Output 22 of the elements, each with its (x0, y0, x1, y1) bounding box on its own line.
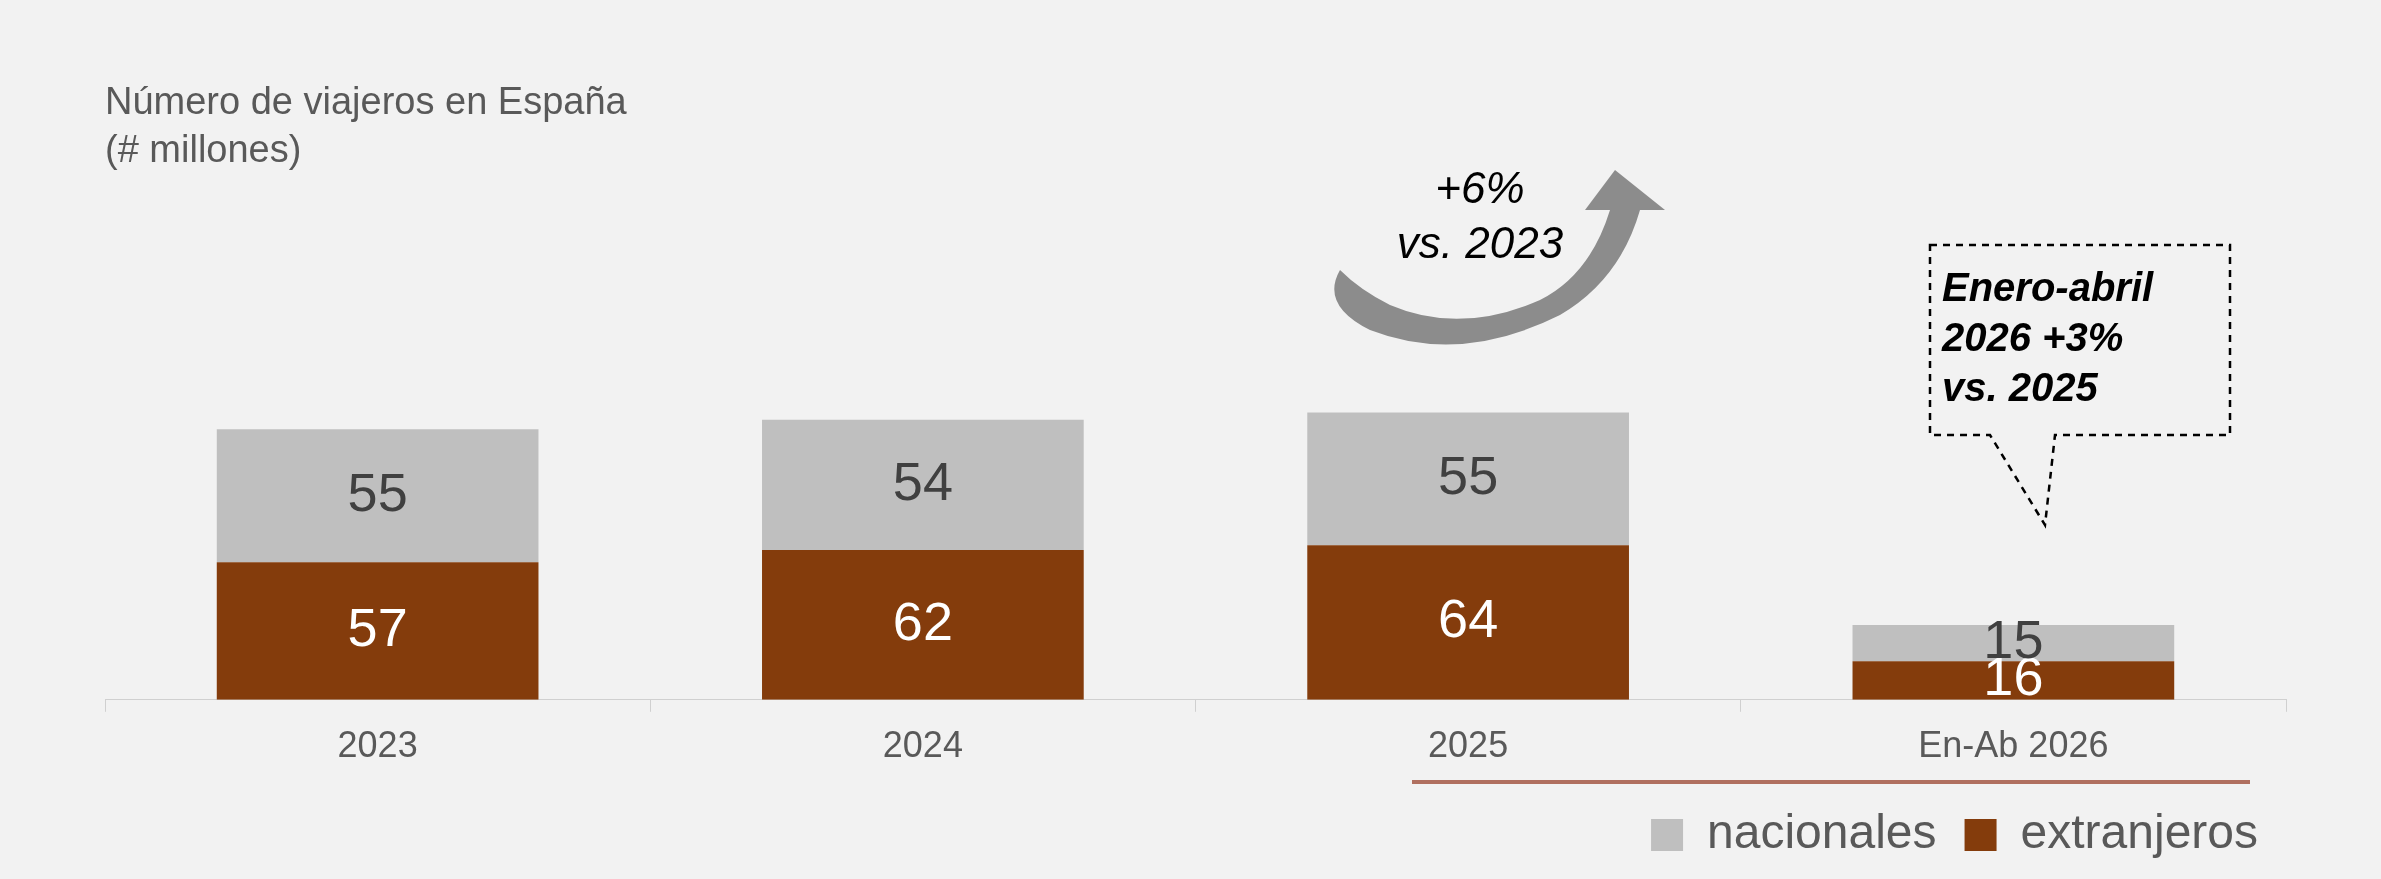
chart-subtitle: (# millones) (105, 128, 302, 171)
data-label: 62 (892, 590, 953, 651)
data-label: 55 (1438, 444, 1499, 505)
x-tick-label: En-Ab 2026 (1918, 724, 2109, 766)
x-tick-label: 2024 (882, 724, 963, 766)
text: +6% vs. 2023 (1395, 162, 1565, 269)
data-label: 55 (347, 461, 408, 522)
x-tick-label: 2023 (337, 724, 418, 766)
x-tick-label: 2025 (1428, 724, 1509, 766)
bar (762, 550, 1084, 700)
legend-label: extranjeros (2020, 805, 2259, 859)
data-label: 54 (892, 450, 953, 511)
bar (762, 419, 1084, 551)
bar (216, 562, 539, 700)
bar (216, 429, 539, 563)
legend-label: nacionales (1707, 805, 1937, 859)
text: Enero-abril 2026 +3% vs. 2025 (1942, 264, 2154, 411)
bar (1307, 545, 1629, 700)
data-label: 57 (347, 596, 408, 657)
bar (1307, 412, 1629, 546)
data-label: 64 (1438, 588, 1499, 649)
chart-title: Número de viajeros en España (105, 80, 627, 123)
